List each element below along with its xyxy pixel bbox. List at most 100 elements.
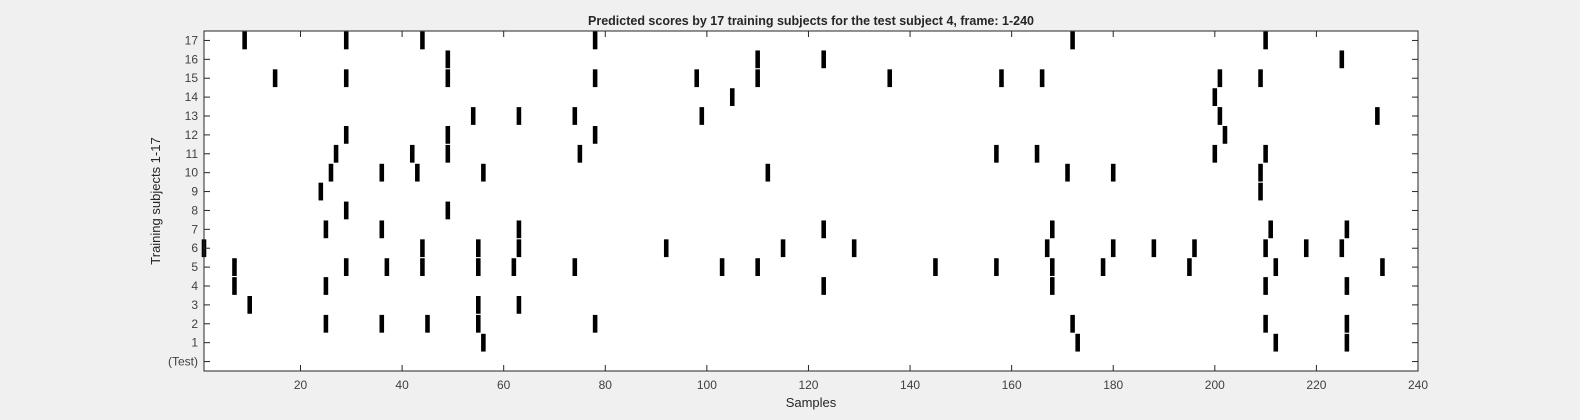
score-mark-row-5 bbox=[1187, 258, 1192, 276]
score-mark-row-16 bbox=[821, 50, 826, 69]
y-tick-label: 7 bbox=[191, 222, 198, 236]
score-mark-row-5 bbox=[511, 258, 517, 276]
score-mark-row-17 bbox=[1070, 31, 1075, 50]
score-mark-row-15 bbox=[445, 69, 451, 88]
y-tick-label: 5 bbox=[191, 260, 198, 274]
x-axis-ticks: 20 40 60 80 100 120 140 160 180 200 220 240 bbox=[294, 31, 1428, 392]
x-tick-label: 220 bbox=[1306, 378, 1326, 392]
score-mark-row-2 bbox=[379, 314, 385, 333]
y-tick-label: 12 bbox=[185, 128, 199, 142]
score-mark-row-6 bbox=[1263, 239, 1268, 258]
score-mark-row-5 bbox=[933, 258, 938, 276]
plot-frame bbox=[203, 30, 1419, 372]
x-tick-label: 80 bbox=[599, 378, 613, 392]
score-mark-row-6 bbox=[1151, 239, 1157, 258]
score-mark-row-3 bbox=[476, 296, 481, 314]
y-tick-label: 10 bbox=[185, 166, 199, 180]
score-mark-row-17 bbox=[592, 31, 598, 50]
score-mark-row-13 bbox=[699, 107, 705, 125]
score-mark-row-11 bbox=[1034, 144, 1040, 163]
score-mark-row-4 bbox=[1344, 277, 1350, 295]
score-mark-row-7 bbox=[1268, 220, 1273, 239]
score-mark-row-3 bbox=[516, 296, 522, 314]
plot-background bbox=[204, 31, 1418, 371]
score-mark-row-5 bbox=[384, 258, 390, 276]
score-mark-row-16 bbox=[1339, 50, 1345, 69]
x-tick-label: 160 bbox=[1002, 378, 1022, 392]
chart-title: Predicted scores by 17 training subjects… bbox=[588, 14, 1034, 28]
x-tick-label: 40 bbox=[395, 378, 409, 392]
score-mark-row-10 bbox=[1110, 163, 1116, 182]
y-tick-label: 9 bbox=[191, 185, 198, 199]
score-mark-row-6 bbox=[1303, 239, 1309, 258]
score-mark-row-10 bbox=[1258, 163, 1263, 182]
score-mark-row-11 bbox=[1263, 144, 1268, 163]
score-mark-row-5 bbox=[719, 258, 725, 276]
x-tick-label: 20 bbox=[294, 378, 308, 392]
y-tick-label: 16 bbox=[185, 52, 199, 66]
score-mark-row-5 bbox=[1273, 258, 1279, 276]
score-mark-row-7 bbox=[516, 220, 522, 239]
score-mark-row-13 bbox=[572, 107, 578, 125]
score-mark-row-11 bbox=[333, 144, 339, 163]
score-mark-row-5 bbox=[420, 258, 425, 276]
score-mark-row-6 bbox=[1339, 239, 1345, 258]
score-mark-row-1 bbox=[1075, 333, 1080, 352]
y-tick-label: 2 bbox=[191, 317, 198, 331]
y-tick-label: 14 bbox=[185, 90, 199, 104]
score-mark-row-14 bbox=[1212, 88, 1218, 106]
score-mark-row-7 bbox=[379, 220, 385, 239]
score-mark-row-15 bbox=[755, 69, 760, 88]
score-mark-row-6 bbox=[1110, 239, 1116, 258]
score-mark-row-17 bbox=[343, 31, 349, 50]
score-mark-row-4 bbox=[1049, 277, 1055, 295]
score-mark-row-8 bbox=[445, 201, 451, 220]
score-mark-row-7 bbox=[1049, 220, 1055, 239]
y-tick-label: (Test) bbox=[168, 355, 198, 369]
score-mark-row-5 bbox=[1049, 258, 1055, 276]
score-mark-row-2 bbox=[1344, 314, 1350, 333]
score-mark-row-13 bbox=[1375, 107, 1380, 125]
y-tick-label: 1 bbox=[191, 336, 198, 350]
x-tick-label: 180 bbox=[1103, 378, 1123, 392]
y-tick-label: 13 bbox=[185, 109, 199, 123]
x-tick-label: 140 bbox=[900, 378, 920, 392]
x-tick-label: 120 bbox=[798, 378, 818, 392]
score-mark-row-17 bbox=[242, 31, 247, 50]
score-mark-row-7 bbox=[1344, 220, 1350, 239]
x-tick-label: 200 bbox=[1205, 378, 1225, 392]
y-tick-label: 6 bbox=[191, 241, 198, 255]
score-mark-row-4 bbox=[1263, 277, 1268, 295]
score-mark-row-13 bbox=[470, 107, 476, 125]
score-mark-row-5 bbox=[572, 258, 578, 276]
score-mark-row-2 bbox=[1070, 314, 1075, 333]
score-mark-row-15 bbox=[592, 69, 598, 88]
score-mark-row-5 bbox=[755, 258, 760, 276]
x-tick-label: 100 bbox=[697, 378, 717, 392]
score-mark-row-16 bbox=[755, 50, 760, 69]
score-mark-row-12 bbox=[1222, 126, 1228, 144]
score-mark-row-6 bbox=[516, 239, 522, 258]
score-mark-row-8 bbox=[343, 201, 349, 220]
score-mark-row-2 bbox=[592, 314, 598, 333]
score-mark-row-15 bbox=[272, 69, 278, 88]
score-mark-row-10 bbox=[481, 163, 486, 182]
y-tick-label: 15 bbox=[185, 71, 199, 85]
score-mark-row-7 bbox=[821, 220, 826, 239]
score-mark-row-5 bbox=[343, 258, 349, 276]
score-mark-row-6 bbox=[851, 239, 857, 258]
score-mark-row-2 bbox=[1263, 314, 1268, 333]
score-mark-row-15 bbox=[1217, 69, 1223, 88]
score-mark-row-15 bbox=[1039, 69, 1045, 88]
score-mark-row-6 bbox=[420, 239, 425, 258]
score-mark-row-17 bbox=[1263, 31, 1268, 50]
score-mark-row-4 bbox=[232, 277, 237, 295]
score-mark-row-5 bbox=[1380, 258, 1385, 276]
score-mark-row-13 bbox=[1217, 107, 1223, 125]
score-mark-row-1 bbox=[1344, 333, 1350, 352]
score-mark-row-15 bbox=[343, 69, 349, 88]
x-tick-label: 240 bbox=[1408, 378, 1428, 392]
y-axis-label: Training subjects 1-17 bbox=[148, 137, 163, 264]
score-mark-row-10 bbox=[379, 163, 385, 182]
